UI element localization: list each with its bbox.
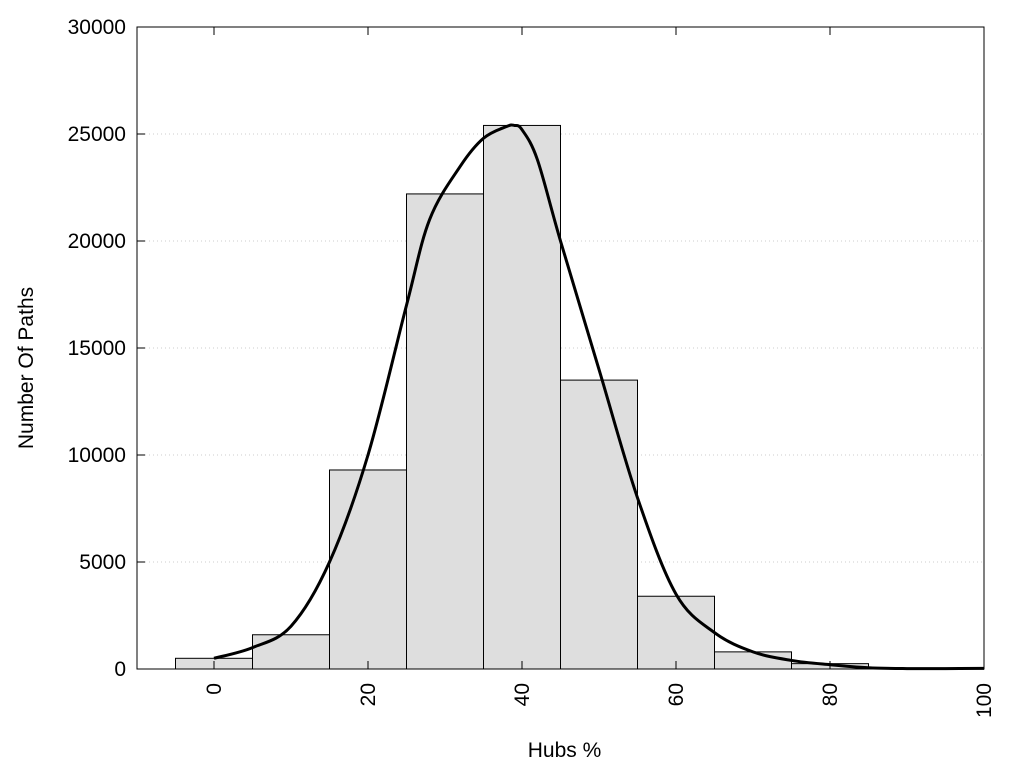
histogram-bar: [714, 651, 792, 670]
x-tick-label: 80: [819, 683, 842, 706]
y-axis: 0 5000 10000 15000 20000 25000 30000: [68, 16, 145, 681]
curve-layer: [213, 123, 985, 671]
y-tick-label: 0: [114, 658, 126, 681]
x-tick-label: 20: [357, 683, 380, 706]
y-tick-label: 10000: [68, 444, 126, 467]
x-axis: 0 20 40 60 80 100: [203, 27, 996, 718]
y-tick-label: 15000: [68, 337, 126, 360]
histogram-bar: [560, 379, 638, 670]
x-tick-label: 100: [973, 683, 996, 718]
density-curve: [213, 123, 985, 671]
x-tick-label: 0: [203, 683, 226, 695]
bars-layer: [175, 124, 869, 670]
histogram-bar: [252, 634, 330, 670]
x-axis-title: Hubs %: [528, 739, 602, 762]
histogram-bar: [329, 469, 407, 670]
y-tick-label: 25000: [68, 123, 126, 146]
histogram-bar: [637, 595, 715, 670]
y-tick-label: 20000: [68, 230, 126, 253]
histogram-bar: [406, 193, 484, 670]
y-tick-label: 30000: [68, 16, 126, 39]
x-tick-label: 60: [665, 683, 688, 706]
histogram-bar: [483, 124, 561, 670]
x-tick-label: 40: [511, 683, 534, 706]
y-tick-label: 5000: [79, 551, 126, 574]
y-axis-title: Number Of Paths: [15, 287, 38, 449]
